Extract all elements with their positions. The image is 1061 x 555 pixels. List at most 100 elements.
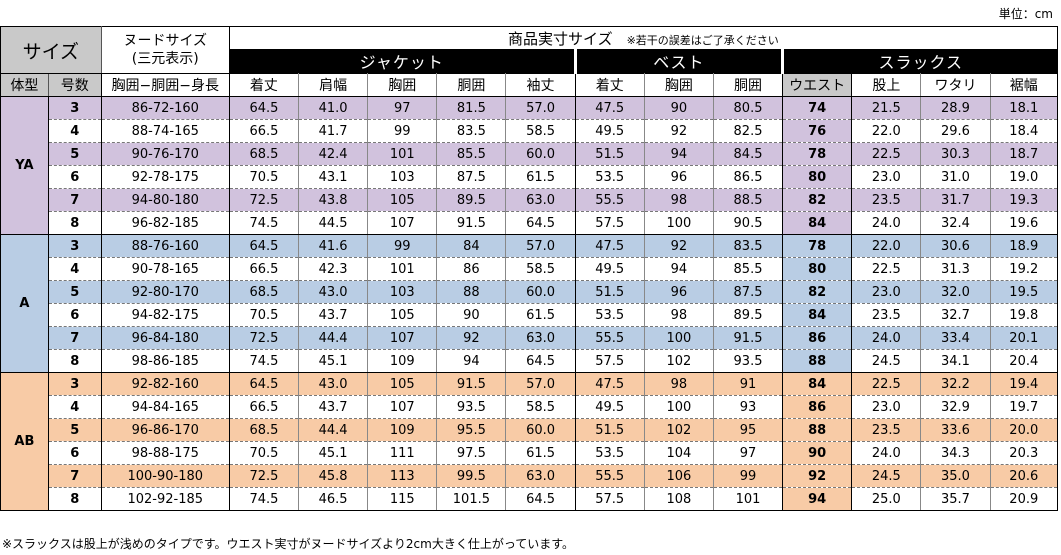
slacks-waist-cell: 88 — [782, 418, 853, 442]
col-body-type: 体型 — [0, 73, 49, 97]
jacket-length-cell: 66.5 — [229, 119, 300, 143]
size-number-cell: 7 — [48, 326, 102, 350]
col-slacks-hem: 裾幅 — [990, 73, 1059, 97]
jacket-shoulder-cell: 45.1 — [298, 441, 369, 465]
jacket-length-cell: 70.5 — [229, 165, 300, 189]
slacks-hem-cell: 20.3 — [990, 441, 1059, 465]
slacks-hem-cell: 20.9 — [990, 487, 1059, 511]
slacks-rise-cell: 24.5 — [851, 349, 922, 373]
jacket-sleeve-cell: 60.0 — [505, 418, 576, 442]
vest-length-cell: 51.5 — [575, 142, 645, 166]
size-number-cell: 5 — [48, 280, 102, 304]
jacket-sleeve-cell: 63.0 — [505, 188, 576, 212]
slacks-waist-cell: 88 — [782, 349, 853, 373]
nude-size-cell: 94-82-175 — [101, 303, 230, 327]
size-number-cell: 4 — [48, 257, 102, 281]
jacket-chest-cell: 105 — [367, 372, 438, 396]
slacks-waist-cell: 78 — [782, 142, 853, 166]
vest-chest-cell: 108 — [644, 487, 714, 511]
slacks-waist-cell: 84 — [782, 372, 853, 396]
jacket-waist-cell: 89.5 — [436, 188, 507, 212]
size-number-cell: 3 — [48, 96, 102, 120]
col-vest-chest: 胸囲 — [644, 73, 714, 97]
table-row: 5 90-76-170 68.5 42.4 101 85.5 60.0 51.5 94 84.5 7… — [1, 142, 1059, 166]
col-slacks-thigh: ワタリ — [920, 73, 991, 97]
table-row: 7 100-90-180 72.5 45.8 113 99.5 63.0 55.5 106 99 9… — [1, 464, 1059, 488]
jacket-waist-cell: 97.5 — [436, 441, 507, 465]
table-row: 7 96-84-180 72.5 44.4 107 92 63.0 55.5 100 91.5 86… — [1, 326, 1059, 350]
table-row: 5 96-86-170 68.5 44.4 109 95.5 60.0 51.5 102 95 88… — [1, 418, 1059, 442]
vest-chest-cell: 94 — [644, 142, 714, 166]
jacket-sleeve-cell: 58.5 — [505, 119, 576, 143]
vest-chest-cell: 100 — [644, 395, 714, 419]
vest-chest-cell: 94 — [644, 257, 714, 281]
slacks-hem-cell: 19.8 — [990, 303, 1059, 327]
jacket-chest-cell: 105 — [367, 303, 438, 327]
jacket-shoulder-cell: 41.6 — [298, 234, 369, 258]
table-row: 5 92-80-170 68.5 43.0 103 88 60.0 51.5 96 87.5 82 2… — [1, 280, 1059, 304]
slacks-rise-cell: 22.0 — [851, 234, 922, 258]
jacket-length-cell: 68.5 — [229, 142, 300, 166]
product-size-header: 商品実寸サイズ ※若干の誤差はご了承ください — [229, 26, 1059, 49]
jacket-shoulder-cell: 43.8 — [298, 188, 369, 212]
body-type-cell: A — [0, 234, 49, 373]
slacks-rise-cell: 22.5 — [851, 142, 922, 166]
slacks-hem-cell: 19.6 — [990, 211, 1059, 235]
size-chart-table: サイズ ヌードサイズ (三元表示) 商品実寸サイズ ※若干の誤差はご了承ください … — [0, 26, 1059, 511]
jacket-chest-cell: 99 — [367, 119, 438, 143]
nude-size-cell: 86-72-160 — [101, 96, 230, 120]
vest-length-cell: 55.5 — [575, 326, 645, 350]
vest-length-cell: 53.5 — [575, 303, 645, 327]
slacks-thigh-cell: 30.3 — [920, 142, 991, 166]
table-row: 6 92-78-175 70.5 43.1 103 87.5 61.5 53.5 96 86.5 8… — [1, 165, 1059, 189]
col-nude-size: 胸囲−胴囲−身長 — [101, 73, 230, 97]
jacket-sleeve-cell: 64.5 — [505, 487, 576, 511]
slacks-thigh-cell: 33.6 — [920, 418, 991, 442]
jacket-shoulder-cell: 43.7 — [298, 303, 369, 327]
table-row: AB 3 92-82-160 64.5 43.0 105 91.5 57.0 47.5 98 91 8… — [0, 372, 1059, 511]
slacks-thigh-cell: 28.9 — [920, 96, 991, 120]
footnote: ※スラックスは股上が浅めのタイプです。ウエスト実寸がヌードサイズより2cm大きく… — [2, 537, 575, 551]
size-number-cell: 6 — [48, 165, 102, 189]
slacks-hem-cell: 18.7 — [990, 142, 1059, 166]
col-jacket-waist: 胴囲 — [436, 73, 507, 97]
vest-chest-cell: 96 — [644, 280, 714, 304]
slacks-waist-cell: 82 — [782, 280, 853, 304]
col-vest-length: 着丈 — [575, 73, 645, 97]
vest-length-cell: 49.5 — [575, 395, 645, 419]
body-type-cell: AB — [0, 372, 49, 511]
size-number-cell: 5 — [48, 418, 102, 442]
vest-chest-cell: 92 — [644, 119, 714, 143]
jacket-waist-cell: 99.5 — [436, 464, 507, 488]
slacks-rise-cell: 23.0 — [851, 395, 922, 419]
slacks-rise-cell: 22.0 — [851, 119, 922, 143]
vest-length-cell: 57.5 — [575, 211, 645, 235]
jacket-length-cell: 74.5 — [229, 211, 300, 235]
slacks-waist-cell: 74 — [782, 96, 853, 120]
nude-size-cell: 94-80-180 — [101, 188, 230, 212]
jacket-shoulder-cell: 43.1 — [298, 165, 369, 189]
jacket-waist-cell: 101.5 — [436, 487, 507, 511]
slacks-hem-cell: 20.4 — [990, 349, 1059, 373]
slacks-thigh-cell: 31.0 — [920, 165, 991, 189]
slacks-thigh-cell: 35.0 — [920, 464, 991, 488]
slacks-thigh-cell: 29.6 — [920, 119, 991, 143]
slacks-waist-cell: 76 — [782, 119, 853, 143]
col-slacks-waist: ウエスト — [782, 73, 853, 97]
nude-size-cell: 94-84-165 — [101, 395, 230, 419]
size-number-cell: 4 — [48, 395, 102, 419]
slacks-waist-cell: 86 — [782, 395, 853, 419]
jacket-chest-cell: 107 — [367, 326, 438, 350]
slacks-rise-cell: 23.0 — [851, 165, 922, 189]
size-number-cell: 8 — [48, 211, 102, 235]
jacket-sleeve-cell: 60.0 — [505, 280, 576, 304]
vest-chest-cell: 98 — [644, 303, 714, 327]
slacks-waist-cell: 92 — [782, 464, 853, 488]
jacket-sleeve-cell: 64.5 — [505, 211, 576, 235]
vest-chest-cell: 96 — [644, 165, 714, 189]
size-header: サイズ — [0, 26, 102, 74]
jacket-waist-cell: 91.5 — [436, 372, 507, 396]
nude-size-cell: 90-76-170 — [101, 142, 230, 166]
slacks-thigh-cell: 31.3 — [920, 257, 991, 281]
col-jacket-sleeve: 袖丈 — [505, 73, 576, 97]
